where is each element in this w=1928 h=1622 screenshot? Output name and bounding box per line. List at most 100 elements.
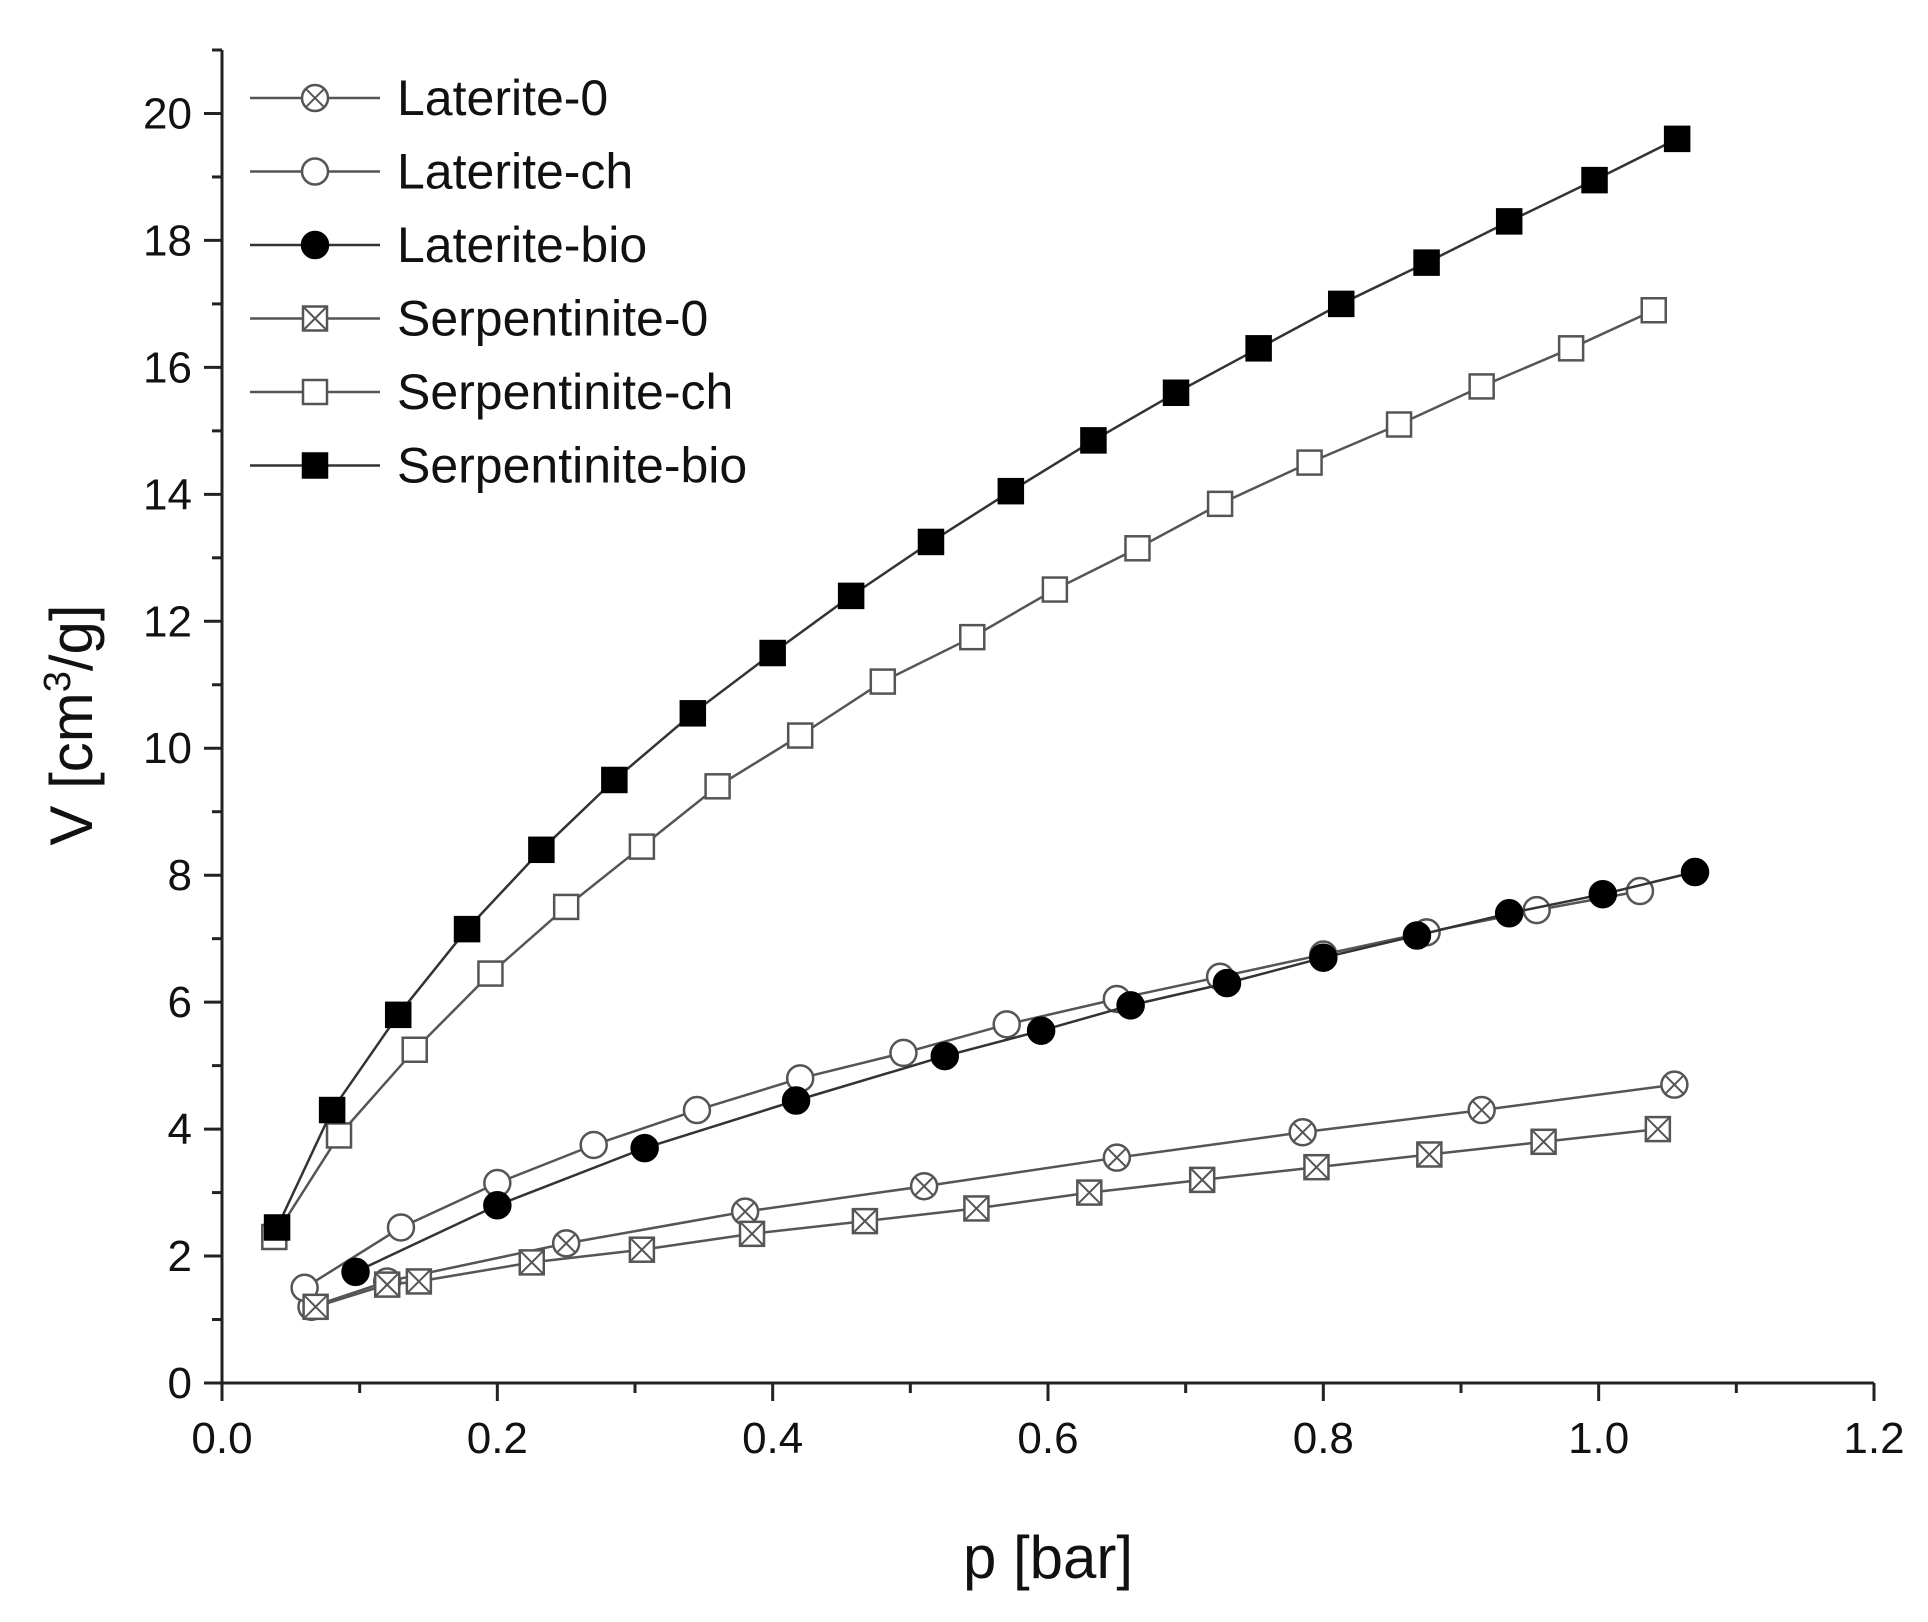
- data-point: [318, 1096, 346, 1124]
- data-point: [1080, 427, 1107, 454]
- data-point: [786, 722, 814, 749]
- marker-shape: [930, 1041, 959, 1071]
- marker-shape: [1212, 968, 1242, 998]
- data-point: [300, 230, 330, 260]
- data-point: [1530, 1128, 1557, 1156]
- data-point: [781, 1086, 811, 1115]
- marker-shape: [1680, 857, 1710, 887]
- marker-shape: [601, 766, 628, 794]
- marker-shape: [1041, 576, 1069, 603]
- series-serpentinite-0: [302, 1115, 1672, 1321]
- marker-cross: [739, 1221, 765, 1247]
- series-line: [303, 889, 1641, 1289]
- data-point: [300, 83, 330, 113]
- marker-shape: [263, 1214, 291, 1241]
- marker-cross: [1076, 1179, 1103, 1206]
- data-point: [1245, 335, 1272, 362]
- marker-shape: [1588, 879, 1618, 909]
- data-point: [1288, 1118, 1317, 1147]
- marker-shape: [1402, 921, 1432, 950]
- marker-shape: [301, 452, 329, 479]
- marker-shape: [1557, 335, 1585, 362]
- data-point: [1296, 449, 1323, 476]
- data-point: [401, 1036, 428, 1063]
- x-tick-label: 0.2: [467, 1414, 528, 1463]
- y-tick-label: 8: [168, 851, 192, 900]
- marker-shape: [992, 1010, 1021, 1039]
- data-point: [453, 915, 481, 943]
- marker-cross: [1292, 1122, 1313, 1143]
- marker-shape: [1245, 335, 1272, 362]
- data-point: [1188, 1166, 1216, 1194]
- marker-cross: [302, 1294, 329, 1320]
- y-axis-title-sup: 3: [37, 671, 79, 692]
- data-point: [1557, 335, 1585, 362]
- marker-shape: [325, 1122, 353, 1149]
- data-point: [1041, 576, 1069, 603]
- data-point: [477, 960, 504, 987]
- data-point: [1162, 379, 1190, 407]
- series-laterite-bio: [341, 857, 1710, 1287]
- data-point: [1402, 921, 1432, 950]
- series-line: [315, 1127, 1659, 1308]
- data-point: [1588, 879, 1618, 909]
- data-point: [1644, 1115, 1672, 1143]
- marker-shape: [679, 700, 707, 727]
- data-point: [917, 528, 945, 556]
- marker-cross: [406, 1268, 432, 1295]
- legend-item: Serpentinite-bio: [250, 438, 747, 494]
- data-point: [851, 1207, 879, 1235]
- marker-shape: [477, 960, 504, 987]
- marker-shape: [341, 1257, 370, 1287]
- marker-shape: [1296, 449, 1323, 476]
- x-tick-label: 1.2: [1843, 1414, 1904, 1463]
- y-tick-label: 18: [143, 216, 192, 265]
- marker-shape: [759, 639, 786, 667]
- marker-shape: [1026, 1016, 1056, 1045]
- y-axis-title-suffix: /g]: [38, 604, 105, 671]
- marker-cross: [305, 88, 325, 108]
- data-point: [682, 1095, 712, 1125]
- legend-label: Serpentinite-ch: [397, 364, 733, 420]
- marker-cross: [556, 1233, 576, 1254]
- marker-cross: [963, 1195, 990, 1222]
- data-point: [1468, 373, 1495, 400]
- marker-cross: [1471, 1100, 1492, 1120]
- data-point: [405, 1268, 433, 1295]
- data-point: [301, 378, 329, 406]
- data-point: [528, 836, 555, 864]
- marker-shape: [917, 528, 945, 556]
- marker-cross: [374, 1271, 400, 1298]
- marker-cross: [1107, 1147, 1127, 1168]
- marker-shape: [1206, 490, 1234, 518]
- x-tick-label: 1.0: [1568, 1414, 1629, 1463]
- data-point: [1581, 166, 1608, 194]
- marker-shape: [630, 1133, 659, 1163]
- data-point: [704, 773, 731, 800]
- data-point: [730, 1197, 760, 1226]
- data-point: [1385, 411, 1413, 438]
- marker-shape: [1385, 411, 1413, 438]
- data-point: [341, 1257, 370, 1287]
- marker-cross: [735, 1201, 755, 1222]
- data-point: [1116, 991, 1145, 1020]
- data-point: [1413, 249, 1440, 276]
- data-point: [1680, 857, 1710, 887]
- data-point: [301, 305, 329, 332]
- marker-cross: [1189, 1167, 1215, 1193]
- legend-item: Serpentinite-ch: [250, 364, 733, 420]
- marker-shape: [628, 833, 656, 860]
- x-tick-label: 0.6: [1017, 1414, 1078, 1463]
- y-axis-title: V [cm3/g]: [37, 604, 105, 845]
- marker-cross: [1664, 1074, 1685, 1095]
- data-point: [263, 1214, 291, 1241]
- data-point: [997, 477, 1025, 505]
- marker-shape: [1495, 208, 1523, 235]
- data-point: [1303, 1153, 1330, 1181]
- marker-shape: [869, 668, 897, 695]
- data-point: [518, 1249, 545, 1276]
- x-tick-label: 0.8: [1293, 1414, 1354, 1463]
- data-point: [1660, 1070, 1689, 1099]
- legend-item: Laterite-ch: [250, 144, 633, 200]
